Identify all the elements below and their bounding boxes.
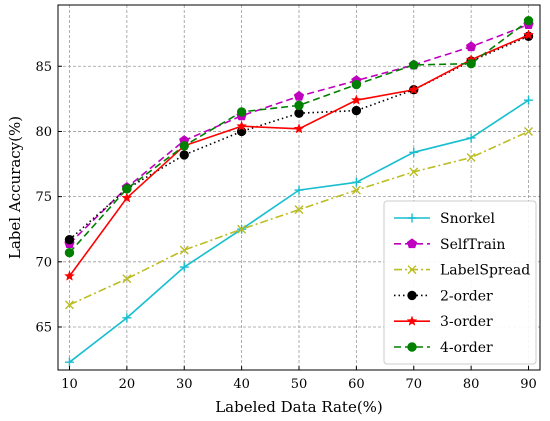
data-point: [293, 123, 305, 134]
x-tick-label: 80: [463, 377, 480, 392]
legend-box: [383, 200, 537, 365]
data-point: [294, 108, 304, 118]
series-4-order: [64, 15, 534, 258]
data-point: [351, 105, 362, 116]
legend-item-selftrain: SelfTrain: [394, 237, 505, 253]
series-labelspread: [64, 126, 534, 310]
x-tick-label: 20: [119, 377, 136, 392]
legend-item-4-order: 4-order: [394, 340, 493, 356]
data-point: [351, 79, 362, 90]
data-point: [64, 270, 75, 281]
x-tick-label: 70: [405, 377, 422, 392]
data-point: [408, 84, 420, 95]
data-point: [237, 224, 247, 234]
y-axis-label: Label Accuracy(%): [6, 116, 24, 259]
legend-label: Snorkel: [440, 211, 495, 227]
data-point: [293, 90, 305, 101]
legend-item-snorkel: Snorkel: [394, 211, 495, 227]
series-group: [64, 15, 534, 367]
y-tick-label: 80: [35, 125, 52, 140]
legend-label: SelfTrain: [440, 237, 505, 253]
data-point: [236, 120, 248, 131]
data-point: [122, 274, 132, 284]
legend-label: LabelSpread: [440, 263, 530, 279]
data-point: [64, 234, 75, 245]
series-snorkel: [64, 95, 534, 367]
y-tick-label: 70: [35, 255, 52, 270]
x-tick-label: 60: [348, 377, 365, 392]
data-point: [122, 184, 132, 194]
data-point: [236, 107, 247, 117]
data-point: [179, 141, 189, 151]
data-point: [64, 247, 75, 258]
data-point: [524, 95, 534, 105]
data-point: [122, 313, 132, 323]
axis-ticks: 10 20 30 40 50 60 70 80 90 65 70 75 80 85: [35, 60, 536, 392]
data-point: [64, 300, 74, 310]
data-point: [351, 177, 361, 187]
x-tick-label: 10: [61, 377, 78, 392]
legend-item-3-order: 3-order: [394, 314, 493, 330]
legend-marker: [407, 265, 417, 275]
data-point: [465, 41, 477, 52]
x-tick-label: 30: [176, 377, 193, 392]
legend-label: 4-order: [440, 340, 493, 356]
y-tick-label: 65: [35, 320, 52, 335]
data-point: [351, 185, 361, 195]
data-point: [523, 15, 534, 26]
data-point: [524, 126, 534, 136]
legend-marker: [407, 290, 417, 301]
data-point: [466, 153, 476, 163]
legend-marker: [407, 342, 417, 352]
legend-label: 3-order: [440, 314, 493, 330]
legend: Snorkel SelfTrain LabelSpread 2-order 3-orde…: [383, 200, 537, 365]
data-point: [294, 185, 304, 195]
x-tick-label: 50: [291, 377, 308, 392]
data-point: [179, 150, 189, 160]
legend-marker: [406, 315, 418, 326]
y-tick-label: 85: [35, 60, 52, 75]
legend-marker: [406, 238, 418, 249]
data-point: [64, 357, 74, 367]
data-point: [523, 29, 534, 40]
data-point: [179, 262, 189, 272]
legend-label: 2-order: [440, 288, 493, 304]
data-point: [350, 94, 362, 105]
legend-item-2-order: 2-order: [394, 288, 493, 304]
x-tick-label: 40: [233, 377, 250, 392]
series-line: [69, 130, 529, 306]
data-point: [179, 245, 189, 255]
data-point: [294, 205, 304, 215]
data-point: [409, 167, 419, 177]
legend-marker: [407, 213, 417, 223]
data-point: [121, 192, 133, 203]
data-point: [466, 58, 476, 69]
x-axis-label: Labeled Data Rate(%): [215, 398, 383, 416]
legend-item-labelspread: LabelSpread: [394, 263, 530, 279]
data-point: [409, 147, 419, 157]
x-tick-label: 90: [520, 377, 537, 392]
data-point: [466, 133, 476, 143]
data-point: [409, 60, 419, 70]
data-point: [294, 100, 304, 111]
y-tick-label: 75: [35, 190, 52, 205]
